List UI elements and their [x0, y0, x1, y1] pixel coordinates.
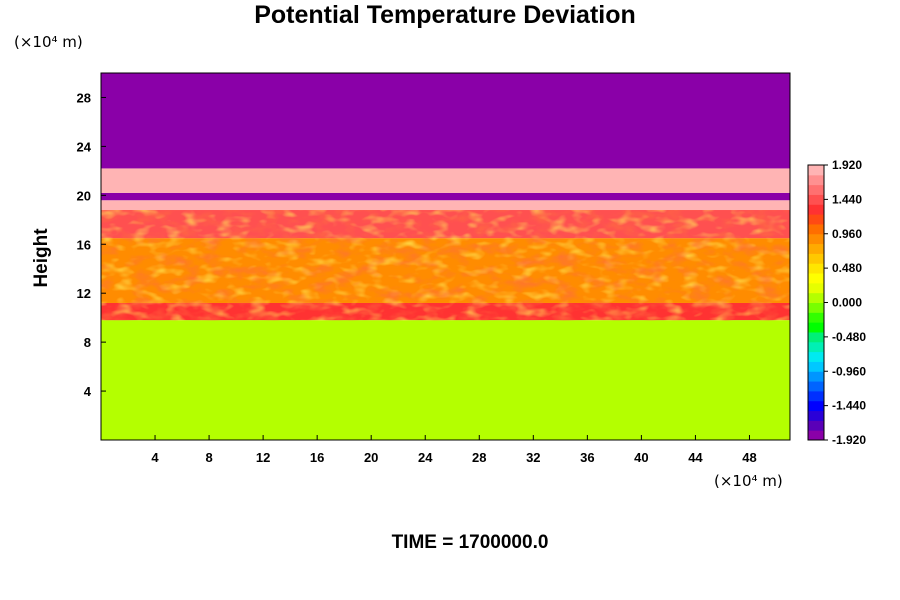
y-tick-label: 24: [77, 139, 92, 154]
x-tick-label: 32: [526, 450, 540, 465]
colorbar-swatch: [808, 420, 824, 431]
colorbar-swatch: [808, 273, 824, 284]
colorbar-tick-label: 1.920: [832, 158, 862, 172]
x-tick-label: 12: [256, 450, 270, 465]
colorbar-swatch: [808, 243, 824, 254]
colorbar-swatch: [808, 282, 824, 294]
colorbar-swatch: [808, 174, 824, 186]
colorbar-swatch: [808, 390, 824, 402]
colorbar-tick-label: -0.960: [832, 364, 866, 378]
colorbar-tick-label: 0.480: [832, 261, 862, 275]
x-tick-label: 48: [742, 450, 756, 465]
y-axis: 4 8 12 16 20 24 28: [77, 90, 106, 399]
y-tick-label: 8: [84, 335, 91, 350]
colorbar-tick-label: -1.440: [832, 399, 866, 413]
colorbar-swatch: [808, 165, 824, 176]
x-tick-label: 36: [580, 450, 594, 465]
time-label: TIME = 1700000.0: [391, 532, 549, 553]
colorbar-swatch: [808, 312, 824, 323]
y-tick-label: 4: [84, 384, 92, 399]
turbulence-texture: [101, 210, 790, 321]
colorbar-tick-label: 0.960: [832, 227, 862, 241]
plot-frame: [100, 72, 791, 441]
colorbar-swatch: [808, 361, 824, 372]
colorbar-swatch: [808, 292, 824, 303]
x-tick-label: 40: [634, 450, 648, 465]
colorbar-swatch: [808, 400, 824, 412]
heatmap-layer: [101, 320, 790, 440]
heatmap-field: [101, 73, 790, 440]
x-tick-label: 16: [310, 450, 324, 465]
x-axis-unit: (×10⁴ m): [714, 472, 783, 490]
colorbar-swatch: [808, 302, 824, 313]
x-tick-label: 20: [364, 450, 378, 465]
colorbar-swatch: [808, 263, 824, 274]
y-tick-label: 12: [77, 286, 91, 301]
heatmap-layer: [101, 192, 790, 201]
colorbar-tick-label: -1.920: [832, 433, 866, 447]
colorbar-swatch: [808, 341, 824, 353]
colorbar-swatch: [808, 194, 824, 205]
colorbar-swatch: [808, 253, 824, 264]
x-tick-label: 28: [472, 450, 486, 465]
y-axis-unit: (×10⁴ m): [14, 33, 83, 51]
colorbar-swatch: [808, 204, 824, 215]
y-tick-label: 20: [77, 188, 91, 203]
colorbar-swatch: [808, 410, 824, 421]
colorbar-swatch: [808, 430, 824, 441]
colorbar-swatch: [808, 214, 824, 225]
colorbar: 1.920 1.440 0.960 0.480 0.000 -0.480 -0.960 -1.…: [807, 158, 866, 447]
colorbar-tick-label: -0.480: [832, 330, 866, 344]
colorbar-swatch: [808, 233, 824, 245]
heatmap-layer: [101, 200, 790, 211]
x-axis: 4 8 12 16 20 24 28 32 36 40 44 48: [151, 435, 757, 465]
x-tick-label: 24: [418, 450, 433, 465]
colorbar-tick-label: 0.000: [832, 296, 862, 310]
colorbar-swatch: [808, 322, 824, 333]
x-tick-label: 4: [151, 450, 159, 465]
colorbar-swatch: [808, 371, 824, 382]
colorbar-swatch: [808, 351, 824, 362]
x-tick-label: 8: [205, 450, 212, 465]
heatmap-layer: [101, 73, 790, 169]
colorbar-tick-label: 1.440: [832, 192, 862, 206]
y-tick-label: 16: [77, 237, 91, 252]
colorbar-swatch: [808, 331, 824, 343]
y-tick-label: 28: [77, 90, 91, 105]
chart-title: Potential Temperature Deviation: [254, 1, 636, 29]
colorbar-swatch: [808, 223, 824, 235]
colorbar-swatch: [808, 381, 824, 392]
x-tick-label: 44: [688, 450, 703, 465]
heatmap-layer: [101, 168, 790, 193]
colorbar-swatch: [808, 184, 824, 195]
